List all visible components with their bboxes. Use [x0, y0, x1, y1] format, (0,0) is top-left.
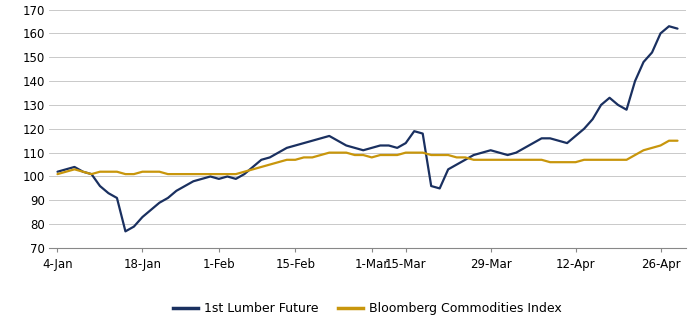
1st Lumber Future	[53, 170, 62, 174]
1st Lumber Future	[121, 230, 130, 233]
1st Lumber Future	[402, 141, 410, 145]
Bloomberg Commodities Index	[189, 172, 197, 176]
Bloomberg Commodities Index	[665, 139, 673, 142]
1st Lumber Future	[410, 129, 419, 133]
Bloomberg Commodities Index	[393, 153, 401, 157]
1st Lumber Future	[665, 24, 673, 28]
Line: Bloomberg Commodities Index: Bloomberg Commodities Index	[57, 141, 678, 174]
Legend: 1st Lumber Future, Bloomberg Commodities Index: 1st Lumber Future, Bloomberg Commodities…	[168, 297, 567, 318]
Bloomberg Commodities Index	[673, 139, 682, 142]
1st Lumber Future	[197, 177, 206, 181]
Bloomberg Commodities Index	[53, 172, 62, 176]
Bloomberg Commodities Index	[614, 158, 622, 162]
1st Lumber Future	[189, 179, 197, 183]
Line: 1st Lumber Future: 1st Lumber Future	[57, 26, 678, 232]
1st Lumber Future	[622, 108, 631, 112]
1st Lumber Future	[265, 156, 274, 159]
Bloomberg Commodities Index	[402, 151, 410, 155]
Bloomberg Commodities Index	[181, 172, 189, 176]
Bloomberg Commodities Index	[257, 165, 265, 169]
1st Lumber Future	[673, 27, 682, 31]
